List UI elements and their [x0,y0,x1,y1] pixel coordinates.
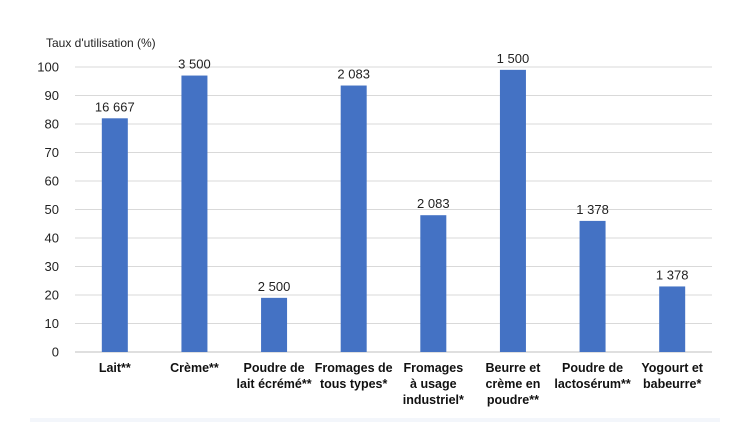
bar [579,220,606,352]
gridlines [75,66,712,353]
category-label-line: lactosérum** [554,377,631,391]
y-tick-label: 90 [45,88,59,103]
data-label: 1 378 [576,202,609,217]
y-axis-ticks: 0 10 20 30 40 50 60 70 80 90 100 [37,60,59,360]
category-label-line: Crème** [170,361,219,375]
category-label-line: Fromages [403,361,463,375]
category-label-line: Lait** [99,361,131,375]
category-label: Lait** [99,361,131,375]
category-label: Fromages à usage industriel* [403,361,464,407]
data-label: 1 378 [656,267,689,282]
category-label-line: à usage [410,377,457,391]
y-tick-label: 10 [45,316,59,331]
bar [420,215,447,352]
category-label-line: Fromages de [315,361,393,375]
bar [340,85,367,353]
bar [261,297,288,352]
category-label-line: Yogourt et [641,361,703,375]
category-label-line: industriel* [403,393,464,407]
category-label-line: Poudre de [562,361,623,375]
category-label: Crème** [170,361,219,375]
y-tick-label: 70 [45,145,59,160]
category-label: Poudre de lait écrémé** [237,361,312,391]
data-labels: 16 667 3 500 2 500 2 083 2 083 1 500 1 378 1 37… [95,51,689,294]
category-label: Yogourt et babeurre* [641,361,703,391]
category-label-line: Beurre et [485,361,541,375]
data-label: 2 083 [337,67,370,82]
bar [101,118,128,352]
data-label: 1 500 [497,51,530,66]
y-tick-label: 0 [52,345,59,360]
category-label-line: babeurre* [643,377,701,391]
bottom-band [30,418,720,422]
category-label-line: lait écrémé** [237,377,312,391]
y-tick-label: 100 [37,60,59,75]
y-axis-title: Taux d'utilisation (%) [46,36,156,50]
data-label: 2 083 [417,196,450,211]
bar [499,69,526,352]
bar [659,286,686,352]
bars [101,69,686,353]
y-tick-label: 50 [45,202,59,217]
data-label: 2 500 [258,279,291,294]
y-tick-label: 30 [45,259,59,274]
y-tick-label: 80 [45,117,59,132]
category-label-line: Poudre de [244,361,305,375]
category-label: Fromages de tous types* [315,361,393,391]
y-tick-label: 60 [45,174,59,189]
category-label-line: crème en [485,377,540,391]
category-label-line: poudre** [487,393,539,407]
category-label: Poudre de lactosérum** [554,361,631,391]
data-label: 3 500 [178,57,211,72]
y-tick-label: 40 [45,231,59,246]
data-label: 16 667 [95,99,135,114]
category-label-line: tous types* [320,377,388,391]
bar [181,75,208,353]
y-tick-label: 20 [45,288,59,303]
category-label: Beurre et crème en poudre** [485,361,541,407]
